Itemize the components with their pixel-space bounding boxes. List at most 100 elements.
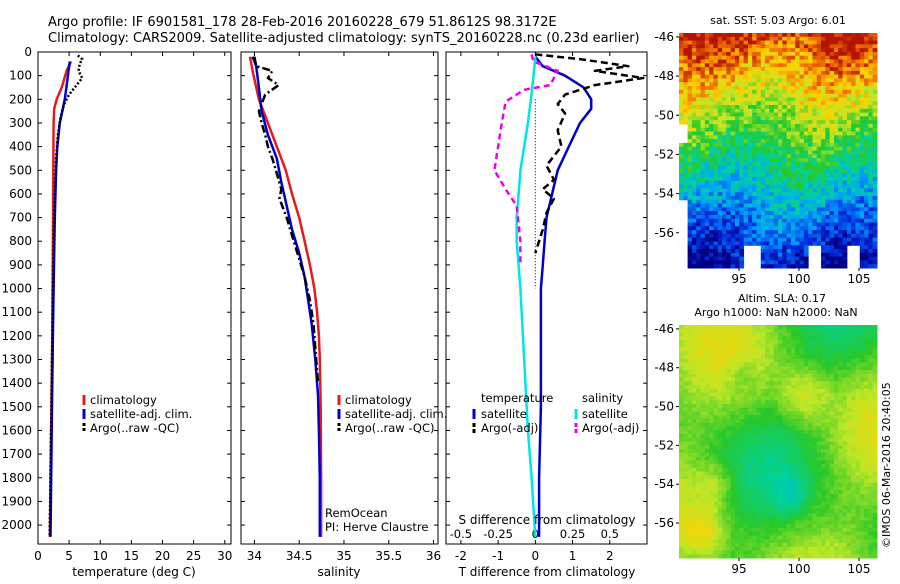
heatmap-cell	[765, 408, 770, 412]
heatmap-cell	[864, 124, 869, 128]
heatmap-cell	[705, 336, 710, 340]
heatmap-cell	[834, 404, 839, 408]
heatmap-cell	[718, 207, 723, 211]
heatmap-cell	[834, 238, 839, 242]
heatmap-cell	[817, 177, 822, 181]
sla-map-subtitle: Argo h1000: NaN h2000: NaN	[694, 306, 857, 319]
heatmap-cell	[834, 468, 839, 472]
heatmap-cell	[765, 355, 770, 359]
heatmap-cell	[701, 400, 706, 404]
heatmap-cell	[744, 75, 749, 79]
heatmap-cell	[834, 438, 839, 442]
heatmap-cell	[804, 453, 809, 457]
heatmap-cell	[713, 192, 718, 196]
heatmap-cell	[821, 78, 826, 82]
heatmap-cell	[761, 241, 766, 245]
heatmap-cell	[722, 234, 727, 238]
heatmap-cell	[679, 438, 684, 442]
heatmap-cell	[756, 71, 761, 75]
heatmap-cell	[873, 359, 878, 363]
heatmap-cell	[868, 249, 873, 253]
salinity-xlabel: salinity	[317, 565, 360, 579]
heatmap-cell	[683, 185, 688, 189]
heatmap-cell	[808, 204, 813, 208]
heatmap-cell	[769, 370, 774, 374]
heatmap-cell	[748, 385, 753, 389]
heatmap-cell	[696, 101, 701, 105]
heatmap-cell	[834, 105, 839, 109]
heatmap-cell	[696, 378, 701, 382]
heatmap-cell	[705, 63, 710, 67]
heatmap-cell	[782, 158, 787, 162]
heatmap-cell	[825, 340, 830, 344]
heatmap-cell	[800, 139, 805, 143]
heatmap-cell	[731, 132, 736, 136]
heatmap-cell	[825, 188, 830, 192]
heatmap-cell	[696, 415, 701, 419]
heatmap-cell	[851, 442, 856, 446]
heatmap-cell	[726, 158, 731, 162]
heatmap-cell	[825, 449, 830, 453]
heatmap-cell	[748, 185, 753, 189]
heatmap-cell	[735, 260, 740, 264]
heatmap-cell	[855, 124, 860, 128]
heatmap-cell	[795, 105, 800, 109]
heatmap-cell	[830, 475, 835, 479]
heatmap-cell	[739, 408, 744, 412]
heatmap-cell	[782, 48, 787, 52]
heatmap-cell	[812, 120, 817, 124]
heatmap-cell	[731, 475, 736, 479]
heatmap-cell	[696, 124, 701, 128]
heatmap-cell	[713, 408, 718, 412]
heatmap-cell	[808, 105, 813, 109]
heatmap-cell	[748, 67, 753, 71]
heatmap-cell	[778, 151, 783, 155]
heatmap-cell	[726, 438, 731, 442]
heatmap-cell	[761, 475, 766, 479]
heatmap-cell	[709, 260, 714, 264]
heatmap-cell	[817, 41, 822, 45]
heatmap-cell	[765, 415, 770, 419]
heatmap-cell	[795, 44, 800, 48]
heatmap-cell	[812, 483, 817, 487]
heatmap-cell	[825, 75, 830, 79]
heatmap-cell	[860, 238, 865, 242]
heatmap-cell	[830, 37, 835, 41]
heatmap-cell	[739, 71, 744, 75]
heatmap-cell	[752, 75, 757, 79]
heatmap-cell	[701, 475, 706, 479]
heatmap-cell	[800, 419, 805, 423]
heatmap-cell	[821, 260, 826, 264]
heatmap-cell	[791, 333, 796, 337]
heatmap-cell	[713, 116, 718, 120]
heatmap-cell	[752, 340, 757, 344]
heatmap-cell	[696, 139, 701, 143]
heatmap-cell	[782, 185, 787, 189]
heatmap-cell	[830, 173, 835, 177]
heatmap-cell	[769, 442, 774, 446]
heatmap-cell	[709, 128, 714, 132]
heatmap-cell	[804, 128, 809, 132]
heatmap-cell	[718, 389, 723, 393]
heatmap-cell	[838, 355, 843, 359]
heatmap-cell	[851, 154, 856, 158]
heatmap-cell	[769, 181, 774, 185]
heatmap-cell	[761, 415, 766, 419]
heatmap-cell	[864, 359, 869, 363]
heatmap-cell	[726, 464, 731, 468]
heatmap-cell	[679, 359, 684, 363]
heatmap-cell	[739, 423, 744, 427]
heatmap-cell	[756, 173, 761, 177]
heatmap-cell	[851, 355, 856, 359]
heatmap-cell	[864, 207, 869, 211]
heatmap-cell	[864, 430, 869, 434]
heatmap-cell	[838, 204, 843, 208]
legend-label-climatology: climatology	[90, 393, 157, 407]
heatmap-cell	[739, 192, 744, 196]
heatmap-cell	[726, 94, 731, 98]
heatmap-cell	[709, 41, 714, 45]
heatmap-cell	[821, 211, 826, 215]
heatmap-cell	[787, 113, 792, 117]
heatmap-cell	[834, 336, 839, 340]
heatmap-cell	[705, 234, 710, 238]
